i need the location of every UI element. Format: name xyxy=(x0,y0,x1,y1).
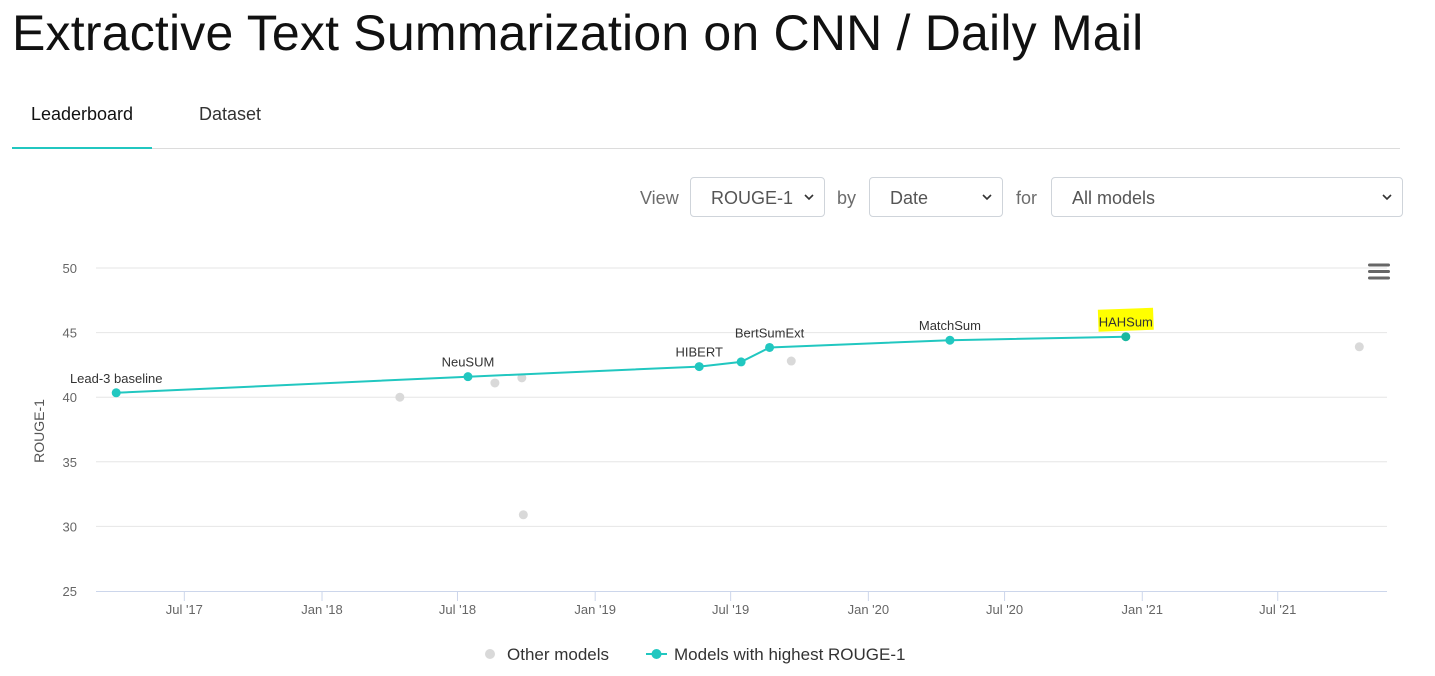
data-label: BertSumExt xyxy=(735,325,805,340)
best-models-line xyxy=(116,335,1126,394)
chevron-down-icon xyxy=(804,194,814,201)
data-label: HIBERT xyxy=(675,345,722,360)
x-tick-label: Jan '19 xyxy=(574,602,616,617)
best-model-point[interactable] xyxy=(1121,332,1131,342)
x-tick-label: Jan '21 xyxy=(1122,602,1164,617)
tab-leaderboard[interactable]: Leaderboard xyxy=(12,92,152,149)
data-label: Lead-3 baseline xyxy=(70,371,163,386)
tab-dataset[interactable]: Dataset xyxy=(198,104,262,124)
x-tick-label: Jan '18 xyxy=(301,602,343,617)
best-model-point[interactable] xyxy=(463,372,473,382)
y-tick-label: 25 xyxy=(63,584,77,599)
highlight-marker xyxy=(1097,307,1154,332)
best-model-point[interactable] xyxy=(111,388,121,398)
x-tick-label: Jan '20 xyxy=(848,602,890,617)
metric-select-value: ROUGE-1 xyxy=(711,188,794,208)
other-model-point[interactable] xyxy=(517,373,527,383)
other-model-point[interactable] xyxy=(490,378,500,388)
y-axis: 25 30 35 40 45 50 xyxy=(63,261,77,599)
x-tick-label: Jul '18 xyxy=(439,602,476,617)
legend-label-other: Other models xyxy=(507,645,609,664)
x-tick-label: Jul '20 xyxy=(986,602,1023,617)
model-filter-select[interactable]: All models xyxy=(1051,177,1403,217)
legend-marker-other xyxy=(485,649,495,659)
y-tick-label: 35 xyxy=(63,455,77,470)
other-model-point[interactable] xyxy=(518,510,528,520)
data-label: MatchSum xyxy=(919,318,981,333)
legend-item-other-models[interactable]: Other models xyxy=(485,645,609,664)
best-model-point[interactable] xyxy=(945,335,955,345)
y-tick-label: 50 xyxy=(63,261,77,276)
best-models-series: Lead-3 baseline NeuSUM HIBERT BertSumExt Mat… xyxy=(70,307,1154,398)
chevron-down-icon xyxy=(1382,194,1392,201)
x-tick-label: Jul '19 xyxy=(712,602,749,617)
x-tick-label: Jul '21 xyxy=(1259,602,1296,617)
tab-bar: Leaderboard Dataset xyxy=(12,92,1400,149)
y-axis-title: ROUGE-1 xyxy=(31,399,47,463)
y-tick-label: 45 xyxy=(63,326,77,341)
legend-label-best: Models with highest ROUGE-1 xyxy=(674,645,905,664)
best-model-point[interactable] xyxy=(694,362,704,372)
legend-item-best-models[interactable]: Models with highest ROUGE-1 xyxy=(646,645,905,664)
other-models-series xyxy=(395,342,1364,520)
other-model-point[interactable] xyxy=(786,356,796,366)
hamburger-menu-icon[interactable] xyxy=(1366,260,1390,282)
chart-legend: Other models Models with highest ROUGE-1 xyxy=(485,645,905,664)
x-axis: Jul '17 Jan '18 Jul '18 Jan '19 Jul '19 Jan '… xyxy=(96,591,1387,617)
data-label: NeuSUM xyxy=(442,355,495,370)
by-label: by xyxy=(837,188,857,208)
best-model-point[interactable] xyxy=(736,357,746,367)
grid-lines xyxy=(96,267,1387,527)
x-axis-select-value: Date xyxy=(890,188,929,208)
data-label: HAHSum xyxy=(1099,315,1153,330)
leaderboard-chart: 25 30 35 40 45 50 Jul '17 Jan '18 Jul '18 Jan '1… xyxy=(31,260,1390,664)
model-filter-select-value: All models xyxy=(1072,188,1156,208)
chevron-down-icon xyxy=(982,194,992,201)
other-model-point[interactable] xyxy=(1354,342,1364,352)
y-tick-label: 30 xyxy=(63,519,77,534)
best-model-point[interactable] xyxy=(765,342,775,352)
chart-controls: View ROUGE-1 by Date for All models xyxy=(0,177,1435,219)
y-tick-label: 40 xyxy=(63,390,77,405)
other-model-point[interactable] xyxy=(395,392,405,402)
x-axis-select[interactable]: Date xyxy=(869,177,1003,217)
metric-select[interactable]: ROUGE-1 xyxy=(690,177,825,217)
view-label: View xyxy=(640,188,679,208)
x-tick-label: Jul '17 xyxy=(166,602,203,617)
for-label: for xyxy=(1016,188,1038,208)
page-title: Extractive Text Summarization on CNN / D… xyxy=(12,5,1144,61)
legend-marker-best xyxy=(651,649,662,659)
